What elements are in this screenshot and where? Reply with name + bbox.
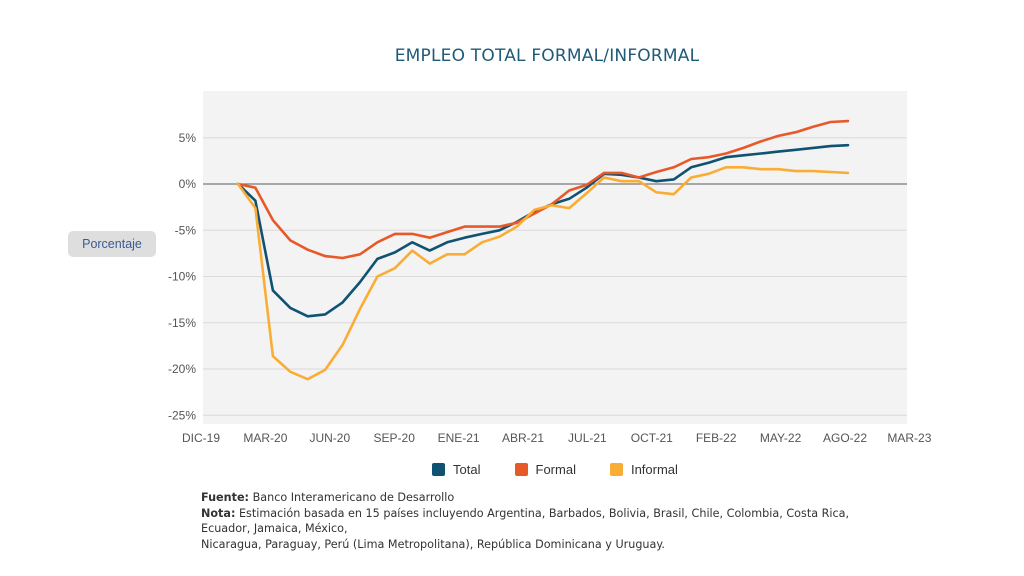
- y-tick-label: -20%: [168, 362, 196, 376]
- y-tick-label: -10%: [168, 270, 196, 284]
- legend: Total Formal Informal: [0, 462, 1024, 477]
- plot-background: [203, 91, 907, 424]
- legend-item-informal: Informal: [609, 462, 678, 477]
- y-tick-label: 5%: [179, 131, 197, 145]
- y-tick-label: -25%: [168, 408, 196, 422]
- legend-label: Total: [453, 462, 481, 477]
- note-label: Nota:: [201, 506, 236, 520]
- x-tick-label: SEP-20: [374, 431, 416, 445]
- y-tick-label: 0%: [179, 177, 197, 191]
- y-axis-label: Porcentaje: [68, 231, 156, 257]
- footnotes: Fuente: Banco Interamericano de Desarrol…: [201, 490, 901, 552]
- legend-item-formal: Formal: [514, 462, 576, 477]
- y-tick-label: -15%: [168, 316, 196, 330]
- note-text: Estimación basada en 15 países incluyend…: [201, 506, 850, 536]
- legend-label: Formal: [535, 462, 576, 477]
- source-label: Fuente:: [201, 491, 250, 504]
- x-tick-label: ABR-21: [502, 431, 544, 445]
- series-line-formal: [236, 119, 850, 260]
- x-tick-label: DIC-19: [182, 431, 220, 445]
- note-line-2: Nicaragua, Paraguay, Perú (Lima Metropol…: [201, 537, 665, 551]
- legend-label: Informal: [630, 462, 678, 477]
- y-tick-label: -5%: [175, 223, 197, 237]
- legend-swatch-formal: [514, 463, 528, 476]
- legend-item-total: Total: [432, 462, 481, 477]
- series-line-informal: [236, 166, 850, 381]
- legend-swatch-informal: [609, 463, 623, 476]
- x-tick-label: JUL-21: [568, 431, 607, 445]
- x-tick-label: JUN-20: [309, 431, 350, 445]
- x-tick-label: FEB-22: [696, 431, 737, 445]
- note-line: Nota: Estimación basada en 15 países inc…: [201, 506, 901, 537]
- x-tick-label: OCT-21: [631, 431, 673, 445]
- source-text: Banco Interamericano de Desarrollo: [249, 491, 455, 504]
- x-tick-label: AGO-22: [823, 431, 867, 445]
- chart-title: EMPLEO TOTAL FORMAL/INFORMAL: [394, 46, 700, 66]
- legend-swatch-total: [432, 463, 446, 476]
- x-tick-label: ENE-21: [438, 431, 480, 445]
- x-tick-label: MAR-20: [243, 431, 287, 445]
- x-tick-label: MAR-23: [887, 431, 931, 445]
- x-tick-label: MAY-22: [760, 431, 802, 445]
- source-line: Fuente: Banco Interamericano de Desarrol…: [201, 490, 901, 506]
